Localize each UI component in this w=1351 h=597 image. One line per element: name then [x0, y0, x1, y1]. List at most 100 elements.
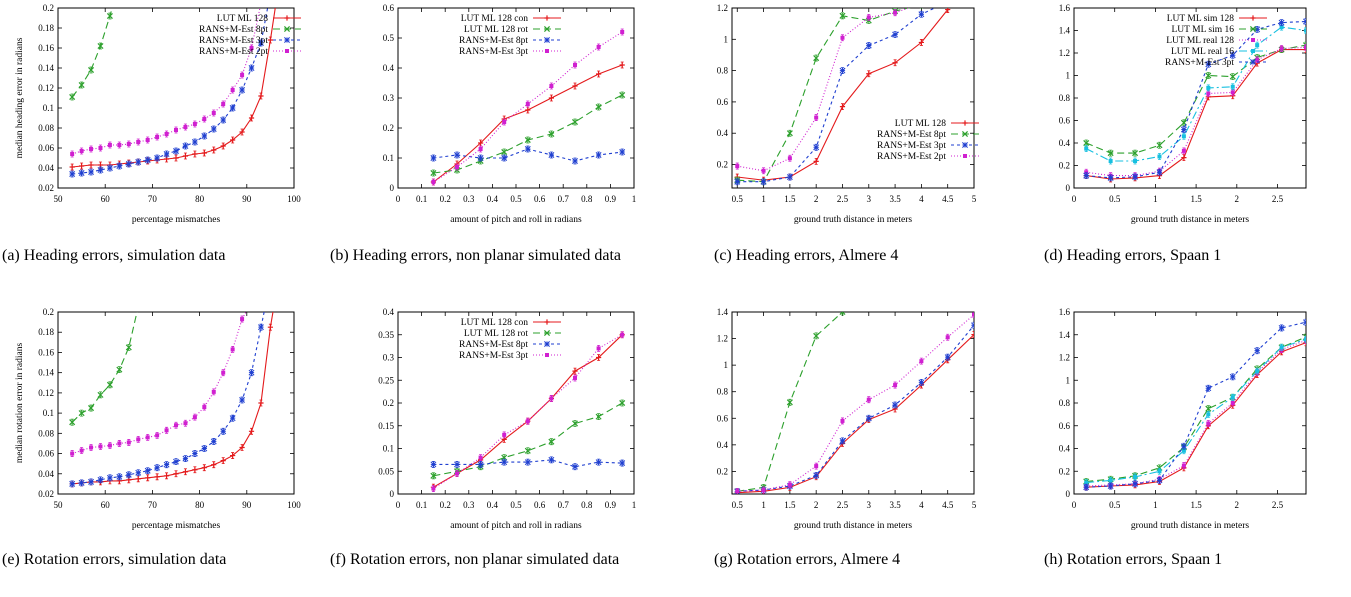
- data-point: [1181, 155, 1187, 161]
- data-point: [221, 370, 226, 375]
- data-point: [164, 428, 169, 433]
- data-point: [548, 130, 555, 138]
- data-point: [1254, 347, 1261, 354]
- y-tick-label: 0.2: [717, 160, 728, 170]
- data-point: [866, 71, 872, 77]
- y-tick-label: 1.6: [1059, 3, 1071, 13]
- x-tick-label: 1: [761, 194, 766, 204]
- data-point: [1206, 91, 1211, 96]
- data-point: [145, 475, 151, 481]
- data-point: [69, 93, 76, 101]
- y-tick-label: 0.12: [38, 388, 54, 398]
- legend-marker: [284, 37, 290, 43]
- data-point: [182, 143, 189, 149]
- data-point: [98, 146, 103, 150]
- data-point: [106, 165, 113, 171]
- data-point: [892, 402, 899, 408]
- data-point: [79, 149, 84, 153]
- data-point: [192, 467, 198, 473]
- data-point: [1230, 84, 1235, 89]
- data-point: [201, 465, 207, 471]
- data-point: [182, 455, 189, 462]
- data-point: [761, 168, 766, 173]
- data-point: [548, 152, 555, 158]
- x-axis-label: ground truth distance in meters: [794, 215, 912, 225]
- data-point: [572, 158, 578, 164]
- plot-area-b: [430, 28, 626, 186]
- data-point: [229, 415, 236, 422]
- data-point: [1278, 324, 1285, 331]
- x-tick-label: 60: [101, 500, 111, 510]
- data-point: [787, 482, 792, 487]
- data-point: [571, 420, 579, 427]
- data-point: [813, 332, 820, 339]
- data-point: [786, 174, 793, 180]
- y-tick-label: 1.2: [717, 334, 728, 344]
- legend-label: LUT ML 128 con: [461, 318, 529, 328]
- y-tick-label: 0.4: [717, 128, 729, 138]
- x-tick-label: 2.5: [1272, 194, 1284, 204]
- y-tick-label: 0: [1066, 489, 1071, 499]
- x-tick-label: 0: [396, 500, 401, 510]
- y-tick-label: 0.08: [38, 123, 54, 133]
- x-tick-label: 0: [396, 194, 401, 204]
- plot-frame-a: [57, 7, 295, 189]
- chart-d: 0 0.5 1 1.5 2 2.5 0 0.2 0.4 0.6 0.8 1 1.2 1.4 1.6 groun…: [1059, 3, 1307, 225]
- x-tick-label: 0.6: [534, 500, 546, 510]
- data-point: [525, 107, 531, 113]
- data-point: [1279, 345, 1284, 350]
- x-tick-label: 50: [54, 500, 64, 510]
- chart-c: 0.5 1 1.5 2 2.5 3 3.5 4 4.5 5 0.2 0.4 0.6 0.8 1 1.2 grou…: [717, 0, 979, 225]
- y-tick-label: 1: [724, 360, 729, 370]
- y-tick-label: 1.6: [1059, 307, 1071, 317]
- data-point: [572, 368, 578, 374]
- data-point: [107, 443, 112, 448]
- y-tick-label: 0.2: [1059, 161, 1070, 171]
- data-point: [1255, 43, 1260, 48]
- data-point: [211, 111, 216, 115]
- legend-marker: [284, 15, 290, 21]
- error-bar: [972, 331, 974, 338]
- data-point: [78, 170, 85, 176]
- data-point: [1303, 18, 1306, 25]
- legend-label: RANS+M-Est 3pt: [877, 141, 946, 151]
- data-point: [1180, 126, 1187, 133]
- data-point: [163, 473, 170, 479]
- data-point: [619, 91, 626, 99]
- data-point: [946, 0, 950, 4]
- data-point: [239, 397, 246, 403]
- x-tick-label: 4: [919, 500, 924, 510]
- data-point: [501, 148, 508, 156]
- data-point: [89, 445, 94, 450]
- data-point: [1132, 480, 1139, 487]
- data-point: [945, 0, 950, 4]
- series-line-3: [1086, 46, 1306, 177]
- legend-marker: [962, 142, 968, 148]
- data-point: [454, 461, 460, 468]
- data-point: [431, 180, 436, 184]
- data-point: [620, 30, 625, 34]
- data-point: [78, 410, 85, 417]
- x-tick-label: 1: [1153, 500, 1158, 510]
- data-point: [1107, 483, 1114, 489]
- legend-marker: [543, 329, 551, 337]
- data-point: [1157, 469, 1162, 474]
- data-point: [1304, 337, 1306, 342]
- y-tick-label: 0.2: [383, 123, 394, 133]
- data-point: [248, 65, 255, 71]
- data-point: [596, 354, 602, 361]
- y-tick-label: 0.2: [1059, 466, 1070, 476]
- x-tick-label: 3: [867, 194, 872, 204]
- data-point: [478, 147, 483, 151]
- y-tick-label: 0.16: [38, 347, 54, 357]
- data-point: [107, 143, 112, 147]
- plot-frame-e: [57, 311, 295, 495]
- data-point: [760, 178, 767, 185]
- y-tick-label: 0.2: [383, 398, 394, 408]
- data-point: [1304, 28, 1306, 33]
- series-line-4: [1086, 338, 1306, 484]
- x-tick-label: 0.7: [558, 194, 570, 204]
- legend-marker: [544, 15, 550, 21]
- error-bar: [840, 312, 844, 316]
- series-line-4: [1085, 26, 1306, 162]
